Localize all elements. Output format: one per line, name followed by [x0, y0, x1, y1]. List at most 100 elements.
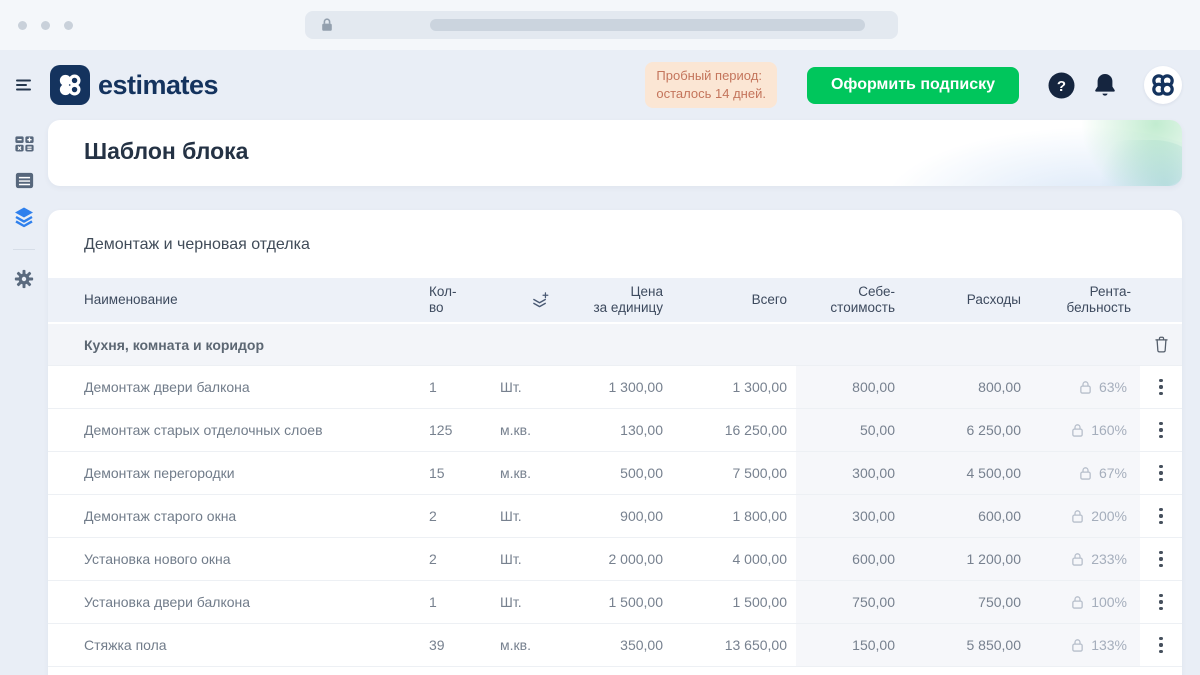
window-traffic-dots — [18, 21, 73, 30]
lock-icon — [1080, 380, 1091, 394]
row-total: 1 800,00 — [732, 508, 788, 524]
row-total: 7 500,00 — [732, 465, 788, 481]
row-menu-kebab-icon[interactable] — [1155, 590, 1166, 614]
table-row[interactable]: Стяжка пола 39 м.кв. 350,00 13 650,00 15… — [48, 624, 1182, 667]
row-price: 2 000,00 — [608, 551, 664, 567]
url-placeholder-bar — [430, 19, 865, 31]
row-expenses: 5 850,00 — [904, 624, 1030, 666]
row-total: 1 500,00 — [732, 594, 788, 610]
row-cost: 300,00 — [796, 495, 904, 537]
row-price: 130,00 — [620, 422, 663, 438]
row-qty: 1 — [429, 594, 437, 610]
table-row[interactable]: Демонтаж перегородки 15 м.кв. 500,00 7 5… — [48, 452, 1182, 495]
row-menu-kebab-icon[interactable] — [1155, 375, 1166, 399]
row-total: 13 650,00 — [724, 637, 787, 653]
window-dot — [41, 21, 50, 30]
row-cost: 600,00 — [796, 538, 904, 580]
sidebar-item-calculations[interactable] — [11, 130, 37, 156]
col-header-expenses: Расходы — [966, 292, 1021, 307]
group-name: Кухня, комната и коридор — [48, 324, 1140, 365]
row-menu-kebab-icon[interactable] — [1155, 461, 1166, 485]
row-margin-value: 233% — [1091, 551, 1127, 567]
group-row[interactable]: Кухня, комната и коридор — [48, 322, 1182, 366]
row-cost: 750,00 — [796, 581, 904, 623]
lock-icon — [1072, 509, 1083, 523]
row-unit: Шт. — [500, 508, 522, 524]
sidebar-item-templates-active[interactable] — [11, 204, 37, 230]
trial-badge-line1: Пробный период: — [656, 68, 762, 84]
help-icon[interactable]: ? — [1047, 71, 1076, 100]
row-total: 16 250,00 — [724, 422, 787, 438]
row-total: 4 000,00 — [732, 551, 788, 567]
menu-toggle-icon[interactable] — [14, 74, 36, 96]
col-header-cost: Себе-стоимость — [830, 284, 895, 315]
table-row[interactable]: Установка двери балкона 1 Шт. 1 500,00 1… — [48, 581, 1182, 624]
trial-period-badge: Пробный период: осталось 14 дней. — [645, 62, 777, 108]
row-qty: 39 — [429, 637, 445, 653]
row-name: Установка двери балкона — [84, 594, 251, 610]
row-margin: 233% — [1030, 538, 1140, 580]
unit-layers-plus-icon[interactable] — [531, 291, 550, 310]
table-row[interactable]: Установка нового окна 2 Шт. 2 000,00 4 0… — [48, 538, 1182, 581]
row-expenses: 6 250,00 — [904, 409, 1030, 451]
table-row[interactable]: Демонтаж старого окна 2 Шт. 900,00 1 800… — [48, 495, 1182, 538]
col-header-name: Наименование — [84, 292, 178, 307]
row-margin-value: 67% — [1098, 465, 1127, 481]
row-qty: 15 — [429, 465, 445, 481]
trash-icon — [1154, 336, 1168, 353]
row-price: 350,00 — [620, 637, 663, 653]
row-name: Демонтаж перегородки — [84, 465, 235, 481]
trial-badge-line2: осталось 14 дней. — [656, 86, 766, 101]
window-dot — [18, 21, 27, 30]
lock-icon — [322, 18, 332, 31]
row-price: 1 500,00 — [608, 594, 664, 610]
sidebar-divider — [13, 249, 35, 250]
table-row[interactable]: Демонтаж двери балкона 1 Шт. 1 300,00 1 … — [48, 366, 1182, 409]
col-header-price: Цена за единицу — [593, 284, 663, 315]
row-margin-value: 63% — [1098, 379, 1127, 395]
row-margin-value: 200% — [1091, 508, 1127, 524]
address-bar[interactable] — [305, 11, 898, 39]
row-unit: Шт. — [500, 594, 522, 610]
row-qty: 2 — [429, 551, 437, 567]
row-margin: 67% — [1030, 452, 1140, 494]
row-unit: Шт. — [500, 551, 522, 567]
sidebar — [0, 120, 48, 675]
row-cost: 300,00 — [796, 452, 904, 494]
lock-icon — [1072, 423, 1083, 437]
row-unit: м.кв. — [500, 637, 531, 653]
row-cost: 800,00 — [796, 366, 904, 408]
delete-group-button[interactable] — [1153, 335, 1170, 354]
row-margin-value: 160% — [1091, 422, 1127, 438]
row-price: 1 300,00 — [608, 379, 664, 395]
sidebar-item-estimates-list[interactable] — [11, 167, 37, 193]
notifications-bell-icon[interactable] — [1092, 71, 1118, 99]
sidebar-item-settings[interactable] — [11, 266, 37, 292]
row-name: Демонтаж двери балкона — [84, 379, 250, 395]
subscribe-button[interactable]: Оформить подписку — [806, 66, 1019, 104]
row-menu-kebab-icon[interactable] — [1155, 504, 1166, 528]
row-total: 1 300,00 — [732, 379, 788, 395]
row-expenses: 750,00 — [904, 581, 1030, 623]
row-margin: 133% — [1030, 624, 1140, 666]
user-avatar[interactable] — [1144, 66, 1182, 104]
row-expenses: 800,00 — [904, 366, 1030, 408]
col-header-total: Всего — [751, 292, 787, 307]
row-margin-value: 133% — [1091, 637, 1127, 653]
block-title: Демонтаж и черновая отделка — [84, 236, 310, 253]
table-row[interactable]: Демонтаж старых отделочных слоев 125 м.к… — [48, 409, 1182, 452]
row-margin-value: 100% — [1091, 594, 1127, 610]
row-qty: 125 — [429, 422, 453, 438]
row-menu-kebab-icon[interactable] — [1155, 547, 1166, 571]
row-menu-kebab-icon[interactable] — [1155, 418, 1166, 442]
row-qty: 1 — [429, 379, 437, 395]
row-menu-kebab-icon[interactable] — [1155, 633, 1166, 657]
row-unit: м.кв. — [500, 422, 531, 438]
row-expenses: 1 200,00 — [904, 538, 1030, 580]
lock-icon — [1080, 466, 1091, 480]
page-title-card: Шаблон блока — [48, 120, 1182, 186]
brand-logo-icon[interactable] — [50, 65, 90, 105]
row-margin: 100% — [1030, 581, 1140, 623]
row-unit: м.кв. — [500, 465, 531, 481]
row-cost: 50,00 — [796, 409, 904, 451]
